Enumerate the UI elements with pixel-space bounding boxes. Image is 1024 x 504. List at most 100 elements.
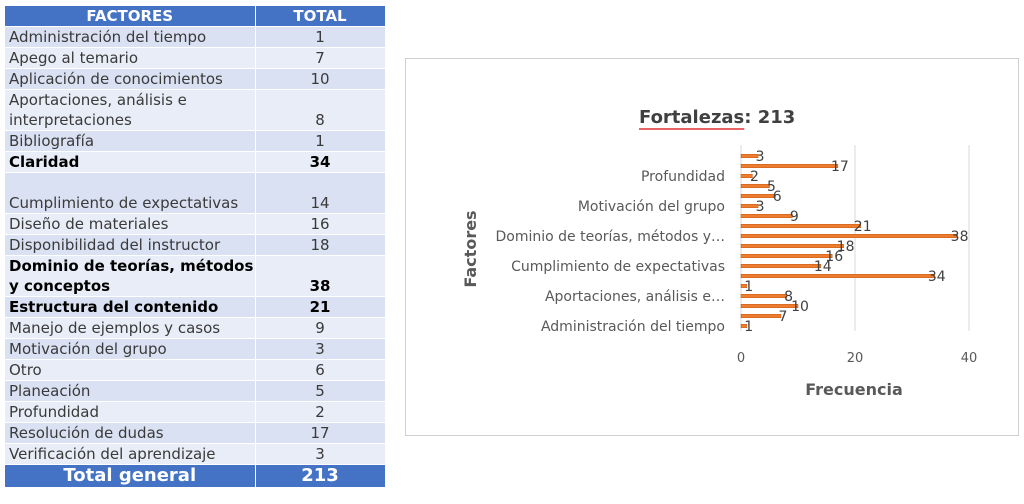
table-row: Profundidad 2 <box>5 401 386 423</box>
factor-total: 1 <box>255 26 386 48</box>
bar <box>740 314 782 318</box>
factor-label: Resolución de dudas <box>5 422 256 444</box>
table-row: Dominio de teorías, métodos y conceptos 3… <box>5 255 386 297</box>
table-row: Aplicación de conocimientos 10 <box>5 68 386 90</box>
data-label: 17 <box>831 159 849 175</box>
table-row: Planeación 5 <box>5 380 386 402</box>
factors-table: FACTORES TOTAL Administración del tiempo… <box>5 6 386 488</box>
table-row: Resolución de dudas 17 <box>5 422 386 444</box>
total-label: Total general <box>5 464 256 488</box>
factor-total: 5 <box>255 380 386 402</box>
factor-label: Dominio de teorías, métodos y conceptos <box>5 255 256 297</box>
table-row: Cumplimiento de expectativas 14 <box>5 172 386 214</box>
table-row: Otro 6 <box>5 359 386 381</box>
factor-total: 21 <box>255 296 386 318</box>
factor-label: Planeación <box>5 380 256 402</box>
factor-total: 8 <box>255 89 386 131</box>
data-label: 7 <box>778 309 787 325</box>
factor-label: Cumplimiento de expectativas <box>5 172 256 214</box>
factor-total: 3 <box>255 443 386 465</box>
bar <box>740 174 753 178</box>
category-label: Motivación del grupo <box>578 199 725 215</box>
y-axis-title: Factores <box>461 210 480 287</box>
factor-label: Diseño de materiales <box>5 213 256 235</box>
bar <box>740 234 958 238</box>
bar <box>740 154 759 158</box>
table-row: Manejo de ejemplos y casos 9 <box>5 317 386 339</box>
category-label: Dominio de teorías, métodos y… <box>496 229 725 245</box>
chart-title-suffix: : 213 <box>744 107 795 128</box>
factor-label: Aplicación de conocimientos <box>5 68 256 90</box>
factor-total: 34 <box>255 151 386 173</box>
header-total: TOTAL <box>255 6 386 27</box>
table-row: Aportaciones, análisis e interpretacione… <box>5 89 386 131</box>
bar-chart: Fortalezas: 213 Administración del tiemp… <box>461 107 978 399</box>
factor-label: Estructura del contenido <box>5 296 256 318</box>
bar <box>740 264 822 268</box>
data-label: 34 <box>928 269 946 285</box>
bar <box>740 244 844 248</box>
bar <box>740 254 833 258</box>
factor-total: 10 <box>255 68 386 90</box>
factor-label: Profundidad <box>5 401 256 423</box>
total-row: Total general 213 <box>5 464 386 488</box>
factor-total: 16 <box>255 213 386 235</box>
category-label: Profundidad <box>641 169 725 185</box>
bar <box>740 224 861 228</box>
table-row: Verificación del aprendizaje 3 <box>5 443 386 465</box>
bar <box>740 194 776 198</box>
x-tick-label: 20 <box>847 351 864 366</box>
bar <box>740 304 799 308</box>
data-label: 10 <box>791 299 809 315</box>
data-label: 3 <box>756 199 765 215</box>
category-label: Aportaciones, análisis e… <box>545 289 725 305</box>
bar <box>740 324 747 328</box>
factor-total: 2 <box>255 401 386 423</box>
data-label: 5 <box>767 179 776 195</box>
table-row: Estructura del contenido 21 <box>5 296 386 318</box>
factor-label: Apego al temario <box>5 47 256 69</box>
chart-title-prefix: Fortalezas <box>639 107 744 128</box>
total-value: 213 <box>255 464 386 488</box>
data-label: 14 <box>814 259 832 275</box>
data-label: 6 <box>773 189 782 205</box>
factor-total: 18 <box>255 234 386 256</box>
factor-label: Claridad <box>5 151 256 173</box>
factor-label: Disponibilidad del instructor <box>5 234 256 256</box>
bar <box>740 204 759 208</box>
category-label: Administración del tiempo <box>541 319 725 335</box>
x-tick-label: 0 <box>737 351 745 366</box>
data-label: 3 <box>756 149 765 165</box>
table-row: Disponibilidad del instructor 18 <box>5 234 386 256</box>
x-tick-label: 40 <box>961 351 978 366</box>
factor-total: 7 <box>255 47 386 69</box>
bars <box>740 154 958 328</box>
factor-label: Motivación del grupo <box>5 338 256 360</box>
bar <box>740 294 787 298</box>
table-row: Diseño de materiales 16 <box>5 213 386 235</box>
table-row: Claridad 34 <box>5 151 386 173</box>
factor-total: 14 <box>255 172 386 214</box>
data-label: 16 <box>825 249 843 265</box>
category-labels: Administración del tiempo Aportaciones, a… <box>496 169 725 335</box>
data-label: 18 <box>837 239 855 255</box>
bar <box>740 184 770 188</box>
factor-label: Manejo de ejemplos y casos <box>5 317 256 339</box>
table-row: Bibliografía 1 <box>5 130 386 152</box>
x-axis-title: Frecuencia <box>805 380 903 399</box>
header-factores: FACTORES <box>5 6 256 27</box>
table-row: Apego al temario 7 <box>5 47 386 69</box>
bar <box>740 214 793 218</box>
factor-total: 1 <box>255 130 386 152</box>
data-label: 9 <box>790 209 799 225</box>
factor-label: Otro <box>5 359 256 381</box>
chart-title: Fortalezas: 213 <box>639 107 795 128</box>
factor-total: 38 <box>255 255 386 297</box>
table-row: Motivación del grupo 3 <box>5 338 386 360</box>
data-label: 1 <box>744 319 753 335</box>
data-label: 1 <box>744 279 753 295</box>
chart-frame: Fortalezas: 213 Administración del tiemp… <box>405 58 1019 436</box>
factor-label: Aportaciones, análisis e interpretacione… <box>5 89 256 131</box>
table-header-row: FACTORES TOTAL <box>5 6 386 27</box>
